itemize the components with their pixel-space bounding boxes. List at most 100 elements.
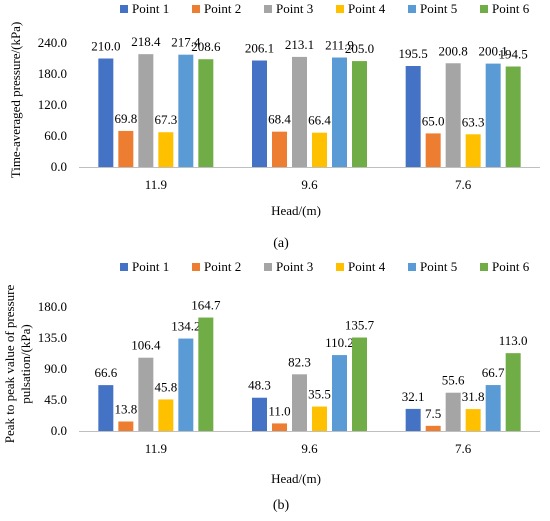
data-label-a-9.6-point2: 68.4: [268, 112, 291, 127]
bar-b-9.6-point5: [332, 355, 347, 431]
data-label-b-9.6-point3: 82.3: [288, 354, 311, 369]
data-label-b-7.6-point6: 113.0: [499, 333, 528, 348]
data-label-b-11.9-point4: 45.8: [154, 379, 177, 394]
data-label-b-9.6-point1: 48.3: [248, 378, 271, 393]
data-label-b-11.9-point6: 164.7: [191, 298, 221, 313]
bar-b-11.9-point5: [178, 338, 194, 431]
y-tick-label-b-4: 180.0: [38, 299, 67, 314]
data-label-a-7.6-point5: 200.1: [479, 44, 508, 59]
bar-b-11.9-point2: [118, 421, 134, 431]
bar-b-9.6-point6: [352, 337, 367, 431]
bar-b-9.6-point3: [292, 374, 307, 431]
data-label-a-11.9-point6: 208.6: [191, 39, 221, 54]
legend-label-a-2: Point 2: [204, 1, 241, 16]
legend-label-a-1: Point 1: [132, 1, 169, 16]
legend-label-a-4: Point 4: [348, 1, 386, 16]
data-label-a-7.6-point2: 65.0: [422, 113, 445, 128]
data-label-a-11.9-point2: 69.8: [114, 111, 137, 126]
x-tick-label-a-2: 7.6: [455, 177, 472, 192]
bar-a-9.6-point1: [252, 60, 267, 167]
bar-a-7.6-point4: [465, 134, 481, 167]
bar-a-9.6-point4: [312, 132, 327, 167]
bar-a-9.6-point5: [332, 57, 347, 167]
bar-a-7.6-point3: [445, 63, 461, 167]
x-tick-label-b-0: 11.9: [145, 441, 167, 456]
bar-a-11.9-point1: [98, 58, 114, 167]
y-tick-label-a-2: 120.0: [38, 97, 67, 112]
y-axis-title-b-line2: pulsation/(kPa): [18, 324, 33, 403]
data-label-b-7.6-point5: 66.7: [482, 365, 505, 380]
bar-b-9.6-point1: [252, 397, 267, 431]
data-label-b-11.9-point3: 106.4: [131, 338, 161, 353]
y-tick-label-a-0: 0.0: [51, 159, 67, 174]
legend-label-a-6: Point 6: [492, 1, 530, 16]
bar-a-7.6-point6: [505, 66, 521, 167]
legend-label-b-1: Point 1: [132, 259, 169, 274]
legend-swatch-b-6: [480, 263, 488, 271]
bar-b-7.6-point1: [405, 408, 421, 431]
legend-label-a-3: Point 3: [276, 1, 313, 16]
y-tick-label-b-3: 135.0: [38, 330, 67, 345]
data-label-b-11.9-point1: 66.6: [94, 365, 117, 380]
data-label-b-7.6-point4: 31.8: [462, 389, 485, 404]
bar-a-7.6-point2: [425, 133, 441, 167]
legend-label-b-3: Point 3: [276, 259, 313, 274]
legend-swatch-a-4: [336, 5, 344, 13]
data-label-a-9.6-point6: 205.0: [345, 41, 374, 56]
y-tick-label-a-1: 60.0: [44, 128, 67, 143]
bar-b-7.6-point2: [425, 425, 441, 431]
bar-b-11.9-point6: [198, 317, 214, 431]
x-axis-title-b: Head/(m): [271, 471, 321, 486]
bar-b-9.6-point2: [272, 423, 287, 431]
data-label-a-11.9-point3: 218.4: [131, 34, 161, 49]
data-label-a-9.6-point1: 206.1: [245, 41, 274, 56]
bar-a-9.6-point3: [292, 56, 307, 168]
y-tick-label-b-2: 90.0: [44, 361, 67, 376]
data-label-a-9.6-point5: 211.9: [325, 38, 354, 53]
legend-label-b-6: Point 6: [492, 259, 530, 274]
data-label-b-9.6-point2: 11.0: [268, 403, 290, 418]
data-label-b-11.9-point2: 13.8: [114, 401, 137, 416]
bar-b-7.6-point3: [445, 392, 461, 431]
legend-swatch-a-6: [480, 5, 488, 13]
bar-a-7.6-point5: [485, 63, 501, 167]
x-tick-label-b-1: 9.6: [301, 441, 318, 456]
y-tick-label-b-0: 0.0: [51, 423, 67, 438]
data-label-a-11.9-point1: 210.0: [91, 39, 120, 54]
bar-a-11.9-point4: [158, 132, 174, 167]
legend-swatch-b-4: [336, 263, 344, 271]
data-label-b-7.6-point2: 7.5: [425, 406, 441, 421]
data-label-a-7.6-point1: 195.5: [399, 46, 428, 61]
data-label-a-7.6-point3: 200.8: [439, 43, 468, 58]
y-tick-label-a-3: 180.0: [38, 66, 67, 81]
data-label-a-9.6-point3: 213.1: [285, 37, 314, 52]
data-label-a-9.6-point4: 66.4: [308, 113, 331, 128]
legend-swatch-a-2: [192, 5, 200, 13]
data-label-b-7.6-point1: 32.1: [402, 389, 425, 404]
x-tick-label-b-2: 7.6: [455, 441, 472, 456]
bar-b-7.6-point6: [505, 353, 521, 431]
legend-swatch-b-3: [264, 263, 272, 271]
legend-swatch-a-3: [264, 5, 272, 13]
legend-label-a-5: Point 5: [420, 1, 457, 16]
data-label-a-11.9-point5: 217.4: [171, 35, 201, 50]
legend-swatch-a-5: [408, 5, 416, 13]
data-label-b-11.9-point5: 134.2: [171, 319, 200, 334]
data-label-b-9.6-point5: 110.2: [325, 335, 354, 350]
panel-label-a: (a): [273, 236, 289, 251]
bar-a-9.6-point6: [352, 61, 367, 168]
chart-marks: Point 1 Point 2 Point 3 Point 4 Point 5 Point…: [38, 1, 540, 456]
legend-swatch-a-1: [120, 5, 128, 13]
legend-label-b-5: Point 5: [420, 259, 457, 274]
x-tick-label-a-0: 11.9: [145, 177, 167, 192]
data-label-b-7.6-point3: 55.6: [442, 373, 465, 388]
bar-a-9.6-point2: [272, 131, 287, 167]
bar-b-11.9-point1: [98, 385, 114, 431]
y-tick-label-a-4: 240.0: [38, 35, 67, 50]
legend-swatch-b-2: [192, 263, 200, 271]
bar-a-11.9-point5: [178, 54, 194, 167]
bar-b-11.9-point4: [158, 399, 174, 431]
bar-a-11.9-point2: [118, 130, 134, 167]
data-label-a-7.6-point4: 63.3: [462, 114, 485, 129]
